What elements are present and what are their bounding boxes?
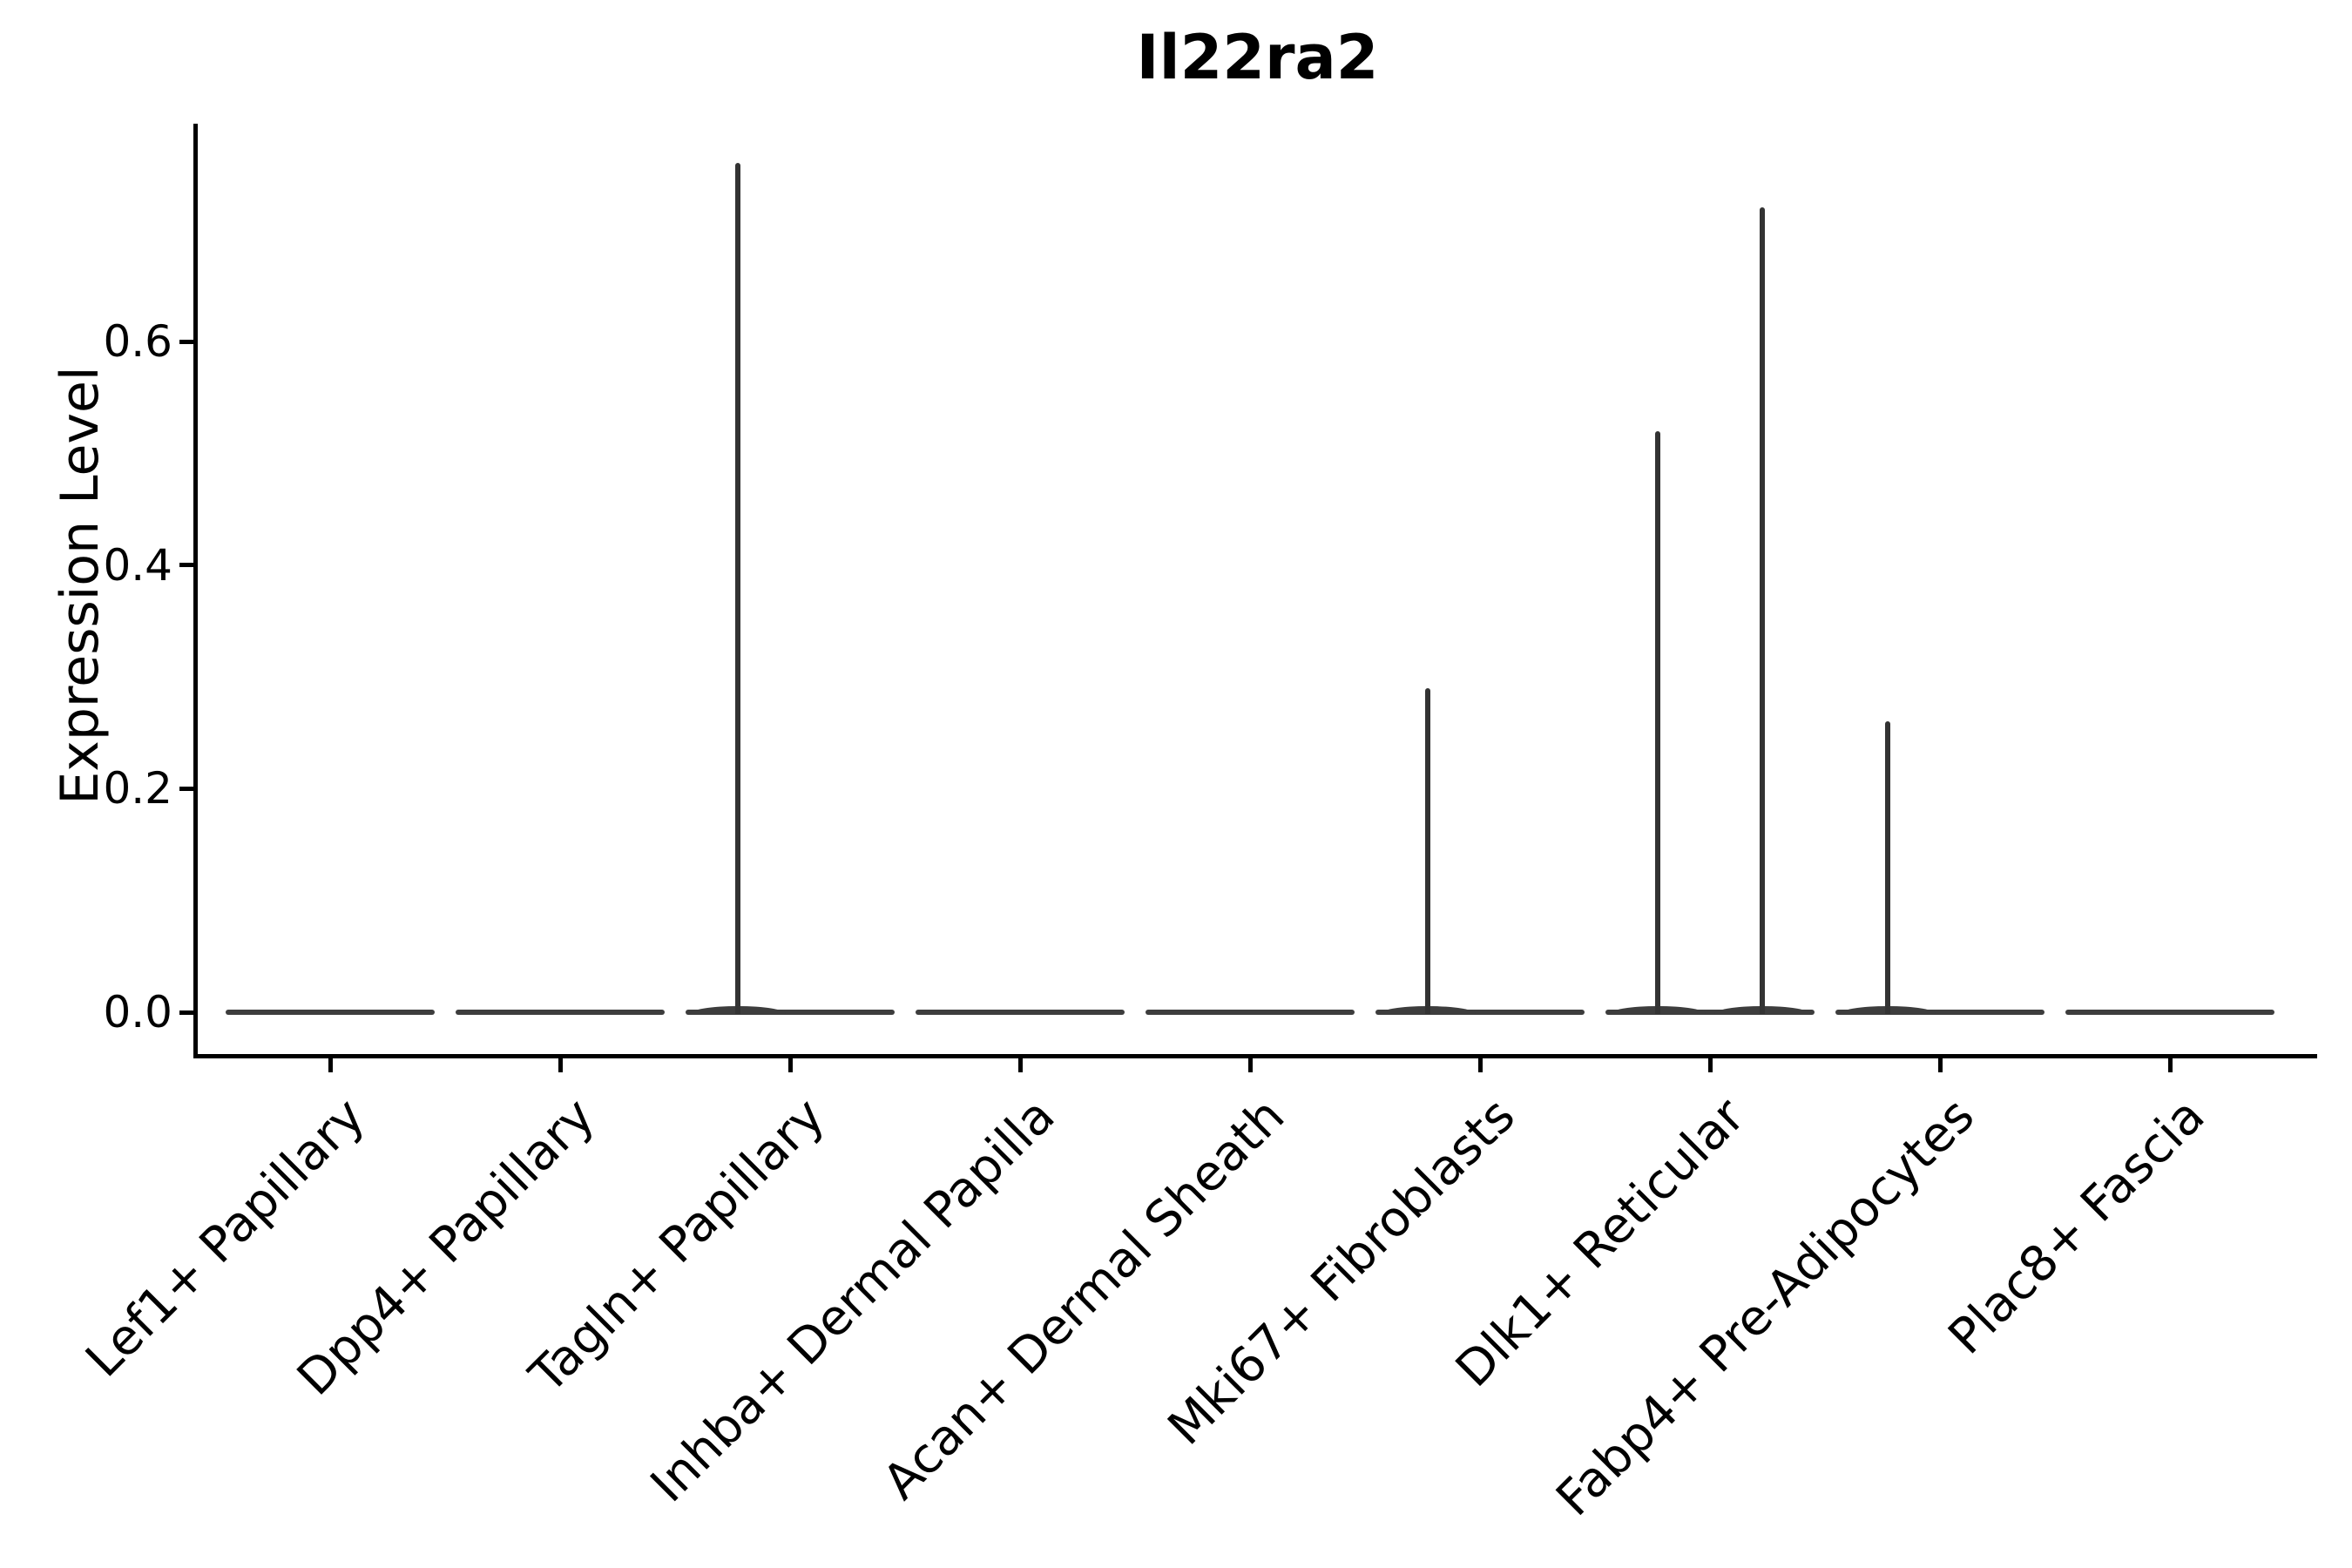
y-tick xyxy=(179,786,193,791)
violin-baseline xyxy=(686,1010,895,1015)
chart-title: Il22ra2 xyxy=(1136,22,1379,93)
x-tick xyxy=(558,1058,563,1072)
x-tick xyxy=(2167,1058,2173,1072)
violin-baseline xyxy=(1605,1010,1815,1015)
x-tick xyxy=(1707,1058,1713,1072)
x-tick-label: Fabp4+ Pre-Adipocytes xyxy=(1545,1087,1986,1528)
x-axis-spine xyxy=(193,1054,2317,1058)
violin-baseline xyxy=(916,1010,1125,1015)
y-tick-label: 0.6 xyxy=(103,316,172,368)
y-tick-label: 0.4 xyxy=(103,539,172,591)
y-tick-label: 0.0 xyxy=(103,987,172,1037)
violin-baseline xyxy=(456,1010,665,1015)
x-tick xyxy=(1477,1058,1483,1072)
violin-spike xyxy=(1885,721,1890,1014)
y-tick xyxy=(179,1010,193,1015)
violin-baseline xyxy=(226,1010,435,1015)
x-tick xyxy=(1247,1058,1253,1072)
x-tick xyxy=(787,1058,793,1072)
violin-spike xyxy=(735,162,740,1014)
violin-baseline xyxy=(1835,1010,2044,1015)
x-tick xyxy=(328,1058,333,1072)
y-tick xyxy=(179,339,193,344)
violin-spike xyxy=(1425,687,1430,1014)
x-tick-label: Inhba+ Dermal Papilla xyxy=(639,1087,1066,1514)
y-tick xyxy=(179,563,193,568)
x-tick xyxy=(1017,1058,1023,1072)
violin-spike xyxy=(1760,207,1765,1014)
y-axis-spine xyxy=(193,124,198,1058)
y-tick-label: 0.2 xyxy=(103,763,172,814)
x-tick-label: Acan+ Dermal Sheath xyxy=(872,1087,1296,1511)
violin-baseline xyxy=(2065,1010,2274,1015)
violin-baseline xyxy=(1146,1010,1355,1015)
violin-spike xyxy=(1655,430,1660,1014)
violin-baseline xyxy=(1375,1010,1585,1015)
x-tick-label: Plac8+ Fascia xyxy=(1937,1087,2216,1366)
x-tick xyxy=(1937,1058,1943,1072)
